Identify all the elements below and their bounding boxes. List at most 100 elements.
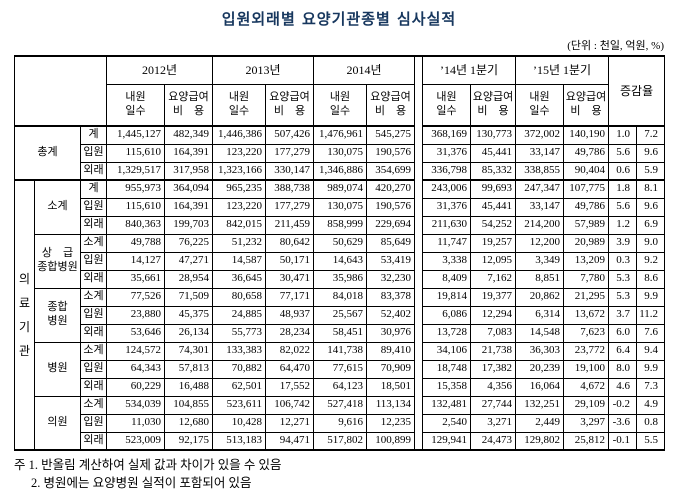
change-rate-cell: 3.7 [608,305,638,325]
row-label: 소계 [80,233,107,253]
value-cell: 18,501 [366,377,416,397]
change-rate-cell: 7.2 [636,125,666,145]
value-cell: 70,882 [212,359,267,379]
change-rate-cell: 5.9 [636,161,666,181]
value-cell: 45,375 [163,305,214,325]
value-cell: 545,275 [366,125,416,145]
row-label: 외래 [80,161,107,181]
value-cell: 28,954 [163,269,214,289]
row-label: 입원 [80,197,107,217]
row-label: 입원 [80,143,107,163]
value-cell: 53,419 [366,251,416,271]
value-cell: 7,780 [563,269,610,289]
value-cell: 523,009 [106,431,165,451]
table-row: 외래 523,009 92,175 513,183 94,471 517,802 100,8… [15,431,666,451]
value-cell: 82,022 [265,341,315,361]
table-row: 상 급 종합병원 소계 49,788 76,225 51,232 80,642 50,629 8… [15,233,666,289]
value-cell: 58,451 [313,323,368,343]
value-cell: 3,271 [470,413,517,433]
value-cell: 214,200 [515,215,565,235]
row-label: 소계 [80,395,107,415]
value-cell: 1,446,386 [212,125,267,145]
value-cell: 50,171 [265,251,315,271]
change-rate-cell: 4.6 [608,377,638,397]
unit-note: (단위 : 천일, 억원, %) [567,40,664,52]
value-cell: 77,171 [265,287,315,307]
value-cell: 388,738 [265,179,315,199]
value-cell: 229,694 [366,215,416,235]
value-cell: 12,680 [163,413,214,433]
value-cell: 14,643 [313,251,368,271]
value-cell: 955,973 [106,179,165,199]
value-cell: 243,006 [422,179,472,199]
value-cell: 368,169 [422,125,472,145]
value-cell: 36,645 [212,269,267,289]
row-label: 소계 [80,287,107,307]
value-cell: 83,378 [366,287,416,307]
table-row: 입원 64,343 57,813 70,882 64,470 77,615 70,909 18… [15,359,666,379]
value-cell: 164,391 [163,197,214,217]
col-quarter-15q1: ’15년 1분기 [515,55,610,85]
value-cell: 49,786 [563,143,610,163]
value-cell: 76,225 [163,233,214,253]
value-cell: 13,209 [563,251,610,271]
change-rate-cell: -0.1 [608,431,638,451]
value-cell: 16,064 [515,377,565,397]
value-cell: 80,658 [212,287,267,307]
value-cell: 104,855 [163,395,214,415]
value-cell: 17,552 [265,377,315,397]
row-label: 계 [80,125,107,145]
value-cell: 14,127 [106,251,165,271]
value-cell: 64,343 [106,359,165,379]
value-cell: 36,303 [515,341,565,361]
value-cell: 6,314 [515,305,565,325]
change-rate-cell: 0.8 [636,413,666,433]
value-cell: 26,134 [163,323,214,343]
change-rate-cell: 3.9 [608,233,638,253]
value-cell: 130,075 [313,197,368,217]
value-cell: 24,885 [212,305,267,325]
col-change-rate: 증감율 [608,55,666,127]
table-row: 외래 35,661 28,954 36,645 30,471 35,986 32,230 8,… [15,269,666,289]
value-cell: 211,630 [422,215,472,235]
value-cell: 89,410 [366,341,416,361]
corner-cell [14,55,107,127]
value-cell: 35,661 [106,269,165,289]
value-cell: 513,183 [212,431,267,451]
value-cell: 4,356 [470,377,517,397]
value-cell: 77,615 [313,359,368,379]
change-rate-cell: 9.9 [636,359,666,379]
change-rate-cell: 1.8 [608,179,638,199]
value-cell: 965,235 [212,179,267,199]
value-cell: 420,270 [366,179,416,199]
value-cell: 30,471 [265,269,315,289]
value-cell: 2,449 [515,413,565,433]
value-cell: 24,473 [470,431,517,451]
value-cell: 115,610 [106,143,165,163]
value-cell: 23,880 [106,305,165,325]
value-cell: 12,095 [470,251,517,271]
review-results-table: 2012년 2013년 2014년 ’14년 1분기 ’15년 1분기 증감율 … [14,55,666,451]
row-label: 외래 [80,431,107,451]
value-cell: 177,279 [265,197,315,217]
row-label: 외래 [80,323,107,343]
value-cell: 92,175 [163,431,214,451]
value-cell: 527,418 [313,395,368,415]
value-cell: 53,646 [106,323,165,343]
value-cell: 482,349 [163,125,214,145]
value-cell: 115,610 [106,197,165,217]
value-cell: 49,786 [563,197,610,217]
value-cell: 129,802 [515,431,565,451]
value-cell: 338,855 [515,161,565,181]
change-rate-cell: 8.0 [608,359,638,379]
row-label: 입원 [80,305,107,325]
value-cell: 54,252 [470,215,517,235]
value-cell: 64,470 [265,359,315,379]
table-row: 외래 60,229 16,488 62,501 17,552 64,123 18,501 15… [15,377,666,397]
value-cell: 164,391 [163,143,214,163]
value-cell: 190,576 [366,143,416,163]
value-cell: 199,703 [163,215,214,235]
value-cell: 507,426 [265,125,315,145]
value-cell: 18,748 [422,359,472,379]
value-cell: 517,802 [313,431,368,451]
